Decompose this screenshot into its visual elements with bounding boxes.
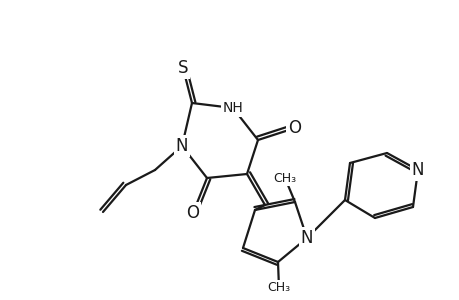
Text: N: N (300, 229, 313, 247)
Text: N: N (411, 161, 423, 179)
Text: NH: NH (222, 101, 243, 115)
Text: O: O (288, 119, 301, 137)
Text: CH₃: CH₃ (273, 172, 296, 184)
Text: N: N (175, 137, 188, 155)
Text: O: O (186, 204, 199, 222)
Text: S: S (177, 59, 188, 77)
Text: CH₃: CH₃ (267, 281, 290, 295)
